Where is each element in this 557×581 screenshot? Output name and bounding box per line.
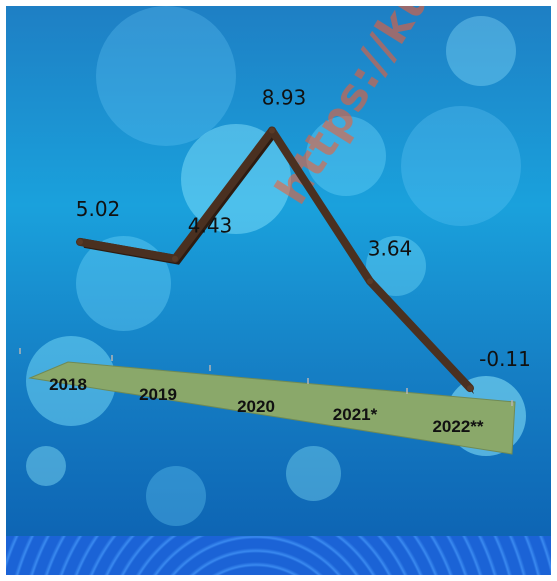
series-line (76, 126, 474, 395)
x-axis-labels: 2018 2019 2020 2021* 2022** (49, 375, 484, 436)
bottom-pattern-band (6, 536, 551, 575)
x-tick-label: 2020 (237, 397, 275, 416)
chart-floor (28, 361, 516, 455)
x-tick-label: 2021* (333, 405, 378, 424)
data-label: 4.43 (188, 214, 233, 238)
data-point (367, 278, 373, 285)
axis-ticks (19, 348, 513, 406)
series-segment (268, 126, 374, 286)
series-segment (76, 237, 179, 263)
series-line-ribbon (80, 126, 474, 395)
bokeh-circle (26, 446, 66, 486)
bokeh-circle (96, 6, 236, 146)
data-label: -0.11 (479, 347, 531, 371)
x-tick-label: 2022** (432, 417, 483, 436)
data-point (467, 385, 473, 392)
bokeh-circle (446, 16, 516, 86)
bokeh-circle (146, 466, 206, 526)
data-label: 5.02 (76, 197, 121, 221)
data-label: 8.93 (262, 85, 307, 109)
data-point (269, 127, 275, 134)
series-segment (171, 126, 276, 263)
x-tick-label: 2019 (139, 385, 177, 404)
bokeh-circle (286, 446, 341, 501)
bokeh-circle (306, 116, 386, 196)
data-labels: 5.02 4.43 8.93 3.64 -0.11 (76, 85, 531, 371)
bokeh-circle (401, 106, 521, 226)
series-segment (366, 277, 474, 393)
x-tick-label: 2018 (49, 375, 87, 394)
data-label: 3.64 (368, 236, 413, 260)
data-point (77, 238, 83, 245)
data-point (172, 255, 178, 262)
